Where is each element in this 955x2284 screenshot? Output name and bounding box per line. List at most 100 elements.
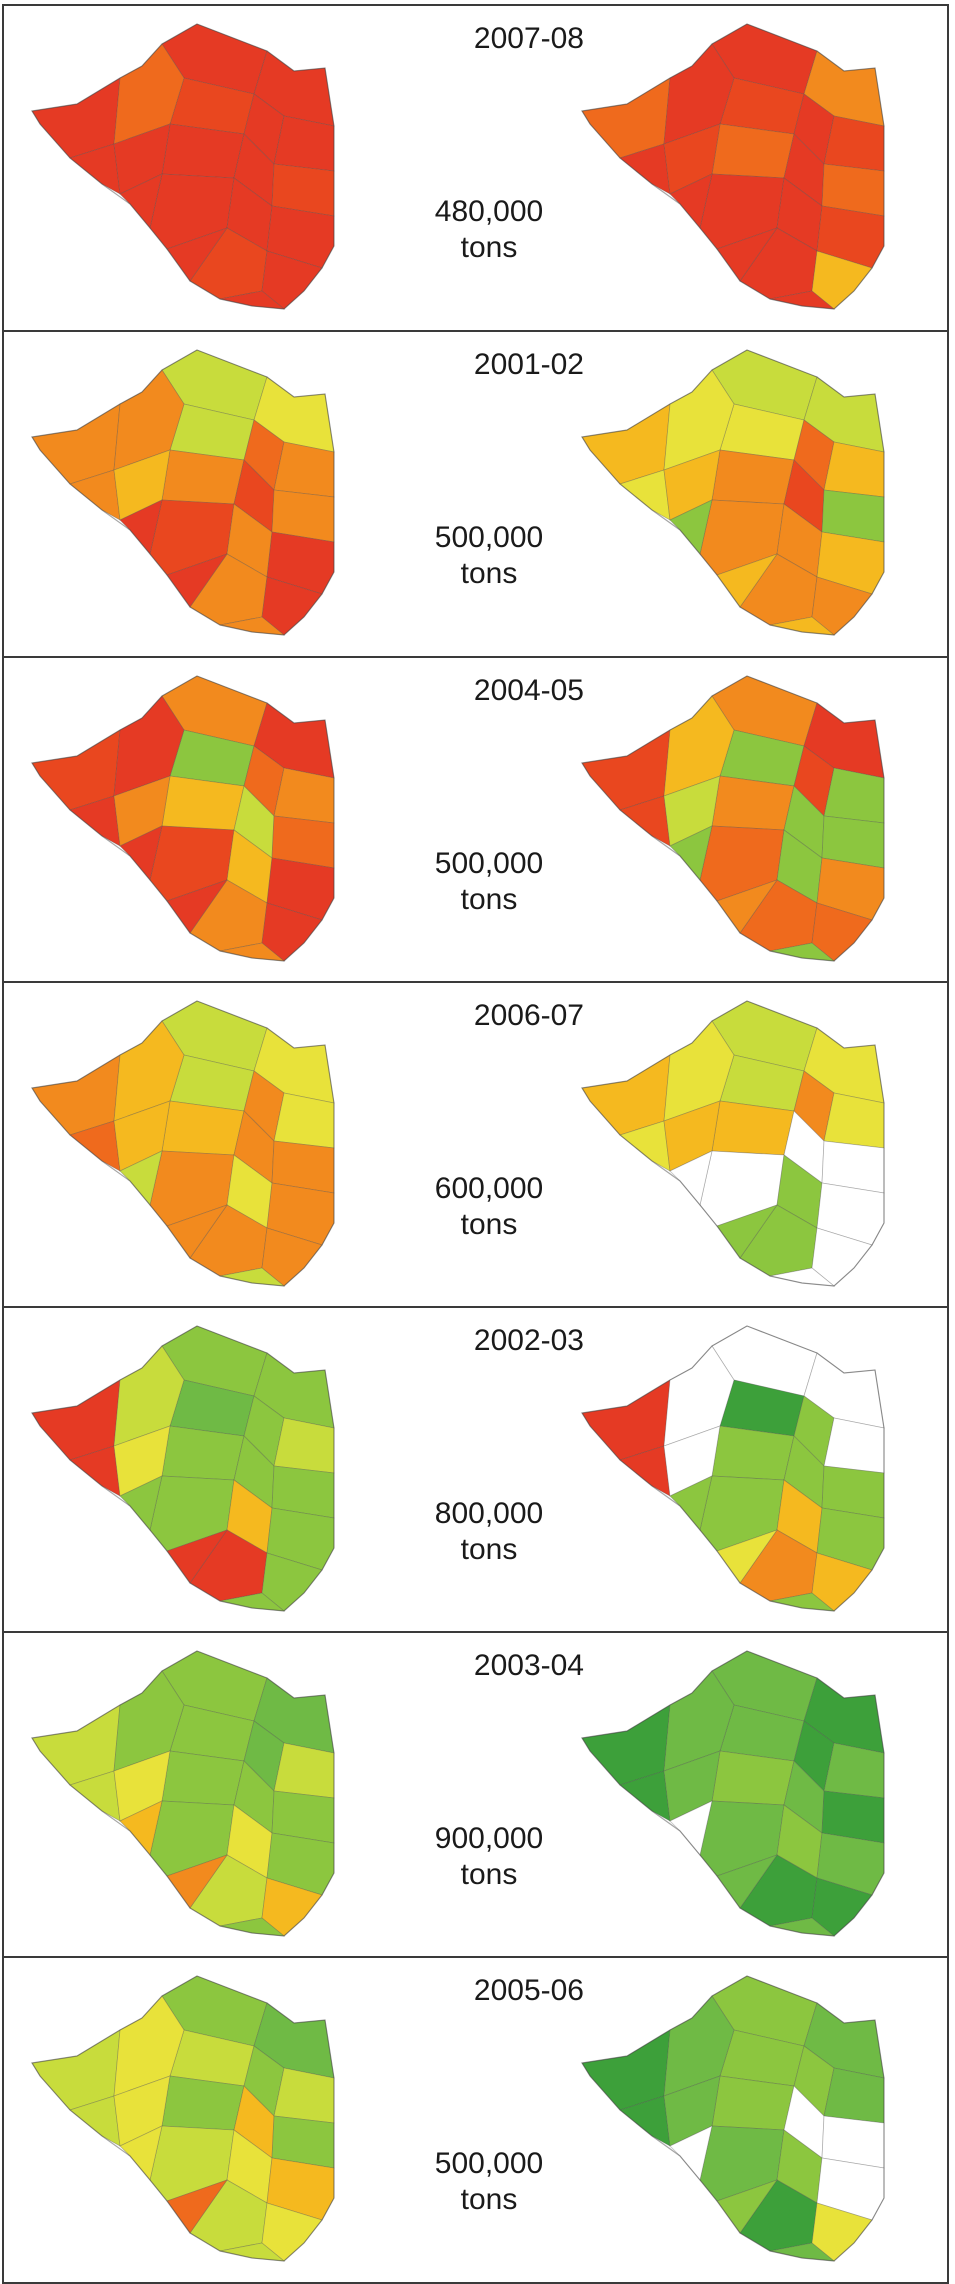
map-region bbox=[161, 1425, 245, 1481]
map-region bbox=[711, 1100, 795, 1156]
map-region bbox=[811, 250, 873, 310]
left-choropleth-map bbox=[31, 1650, 335, 1937]
season-label: 2004-05 bbox=[473, 674, 584, 707]
country-outline bbox=[31, 1650, 335, 1937]
map-region bbox=[823, 1417, 885, 1474]
country-outline bbox=[31, 23, 335, 310]
tonnage-amount: 800,000 bbox=[434, 1497, 544, 1530]
country-outline bbox=[581, 23, 885, 310]
map-region bbox=[273, 767, 335, 824]
map-region bbox=[266, 857, 335, 921]
map-region bbox=[711, 449, 795, 505]
map-region bbox=[119, 1475, 163, 1531]
map-region bbox=[816, 531, 885, 595]
tonnage-unit: tons bbox=[460, 1208, 518, 1241]
tonnage-label: 480,000 tons bbox=[399, 194, 579, 266]
map-region bbox=[266, 1832, 335, 1896]
map-region bbox=[823, 1742, 885, 1799]
country-outline bbox=[581, 349, 885, 636]
map-region bbox=[716, 227, 779, 282]
country-outline bbox=[31, 349, 335, 636]
map-region bbox=[811, 1552, 873, 1612]
map-region bbox=[823, 767, 885, 824]
map-region bbox=[816, 1182, 885, 1246]
map-region bbox=[161, 1750, 245, 1806]
tonnage-label: 500,000 tons bbox=[399, 2146, 579, 2218]
tonnage-label: 800,000 tons bbox=[399, 1496, 579, 1568]
map-region bbox=[669, 2125, 713, 2181]
left-choropleth-map bbox=[31, 1325, 335, 1612]
map-region bbox=[166, 879, 229, 934]
tonnage-amount: 900,000 bbox=[434, 1822, 544, 1855]
map-region bbox=[266, 205, 335, 269]
right-choropleth-map bbox=[581, 349, 885, 636]
country-outline bbox=[31, 675, 335, 962]
map-region bbox=[769, 2242, 836, 2262]
map-region bbox=[219, 616, 286, 636]
country-outline bbox=[581, 1650, 885, 1937]
country-outline bbox=[581, 1000, 885, 1287]
map-region bbox=[119, 2125, 163, 2181]
map-region bbox=[166, 1529, 229, 1584]
map-region bbox=[273, 441, 335, 498]
tonnage-amount: 500,000 bbox=[434, 2147, 544, 2180]
tonnage-amount: 500,000 bbox=[434, 521, 544, 554]
season-panel: 2007-08 480,000 tons bbox=[2, 4, 949, 332]
map-region bbox=[219, 2242, 286, 2262]
map-region bbox=[261, 1552, 323, 1612]
season-label: 2002-03 bbox=[473, 1324, 584, 1357]
map-region bbox=[769, 1592, 836, 1612]
map-region bbox=[273, 2067, 335, 2124]
map-region bbox=[716, 1204, 779, 1259]
map-region bbox=[161, 123, 245, 179]
country-outline bbox=[581, 675, 885, 962]
map-region bbox=[811, 1227, 873, 1287]
map-region bbox=[273, 1417, 335, 1474]
map-region bbox=[219, 290, 286, 310]
map-region bbox=[166, 2179, 229, 2234]
season-panel: 2005-06 500,000 tons bbox=[2, 1956, 949, 2284]
left-choropleth-map bbox=[31, 349, 335, 636]
right-choropleth-map bbox=[581, 23, 885, 310]
map-region bbox=[261, 250, 323, 310]
tonnage-label: 600,000 tons bbox=[399, 1171, 579, 1243]
map-region bbox=[219, 1267, 286, 1287]
map-region bbox=[669, 499, 713, 555]
season-panel: 2003-04 900,000 tons bbox=[2, 1631, 949, 1959]
map-region bbox=[219, 1592, 286, 1612]
season-label: 2006-07 bbox=[473, 999, 584, 1032]
right-choropleth-map bbox=[581, 1650, 885, 1937]
tonnage-unit: tons bbox=[460, 231, 518, 264]
map-region bbox=[816, 2157, 885, 2221]
map-region bbox=[716, 1529, 779, 1584]
map-region bbox=[261, 2202, 323, 2262]
season-label: 2005-06 bbox=[473, 1974, 584, 2007]
right-choropleth-map bbox=[581, 1325, 885, 1612]
right-choropleth-map bbox=[581, 1000, 885, 1287]
map-region bbox=[161, 449, 245, 505]
left-choropleth-map bbox=[31, 1975, 335, 2262]
map-region bbox=[669, 173, 713, 229]
map-region bbox=[769, 616, 836, 636]
right-choropleth-map bbox=[581, 1975, 885, 2262]
season-label: 2001-02 bbox=[473, 348, 584, 381]
country-outline bbox=[31, 1000, 335, 1287]
right-choropleth-map bbox=[581, 675, 885, 962]
map-region bbox=[266, 531, 335, 595]
country-outline bbox=[581, 1325, 885, 1612]
map-region bbox=[119, 1800, 163, 1856]
map-region bbox=[119, 173, 163, 229]
map-region bbox=[273, 1742, 335, 1799]
map-region bbox=[769, 1267, 836, 1287]
map-region bbox=[769, 1917, 836, 1937]
tonnage-unit: tons bbox=[460, 557, 518, 590]
map-region bbox=[711, 775, 795, 831]
map-region bbox=[161, 775, 245, 831]
map-region bbox=[669, 1150, 713, 1206]
map-region bbox=[166, 227, 229, 282]
map-region bbox=[119, 825, 163, 881]
map-region bbox=[823, 1092, 885, 1149]
tonnage-unit: tons bbox=[460, 2183, 518, 2216]
map-region bbox=[166, 553, 229, 608]
country-outline bbox=[31, 1325, 335, 1612]
